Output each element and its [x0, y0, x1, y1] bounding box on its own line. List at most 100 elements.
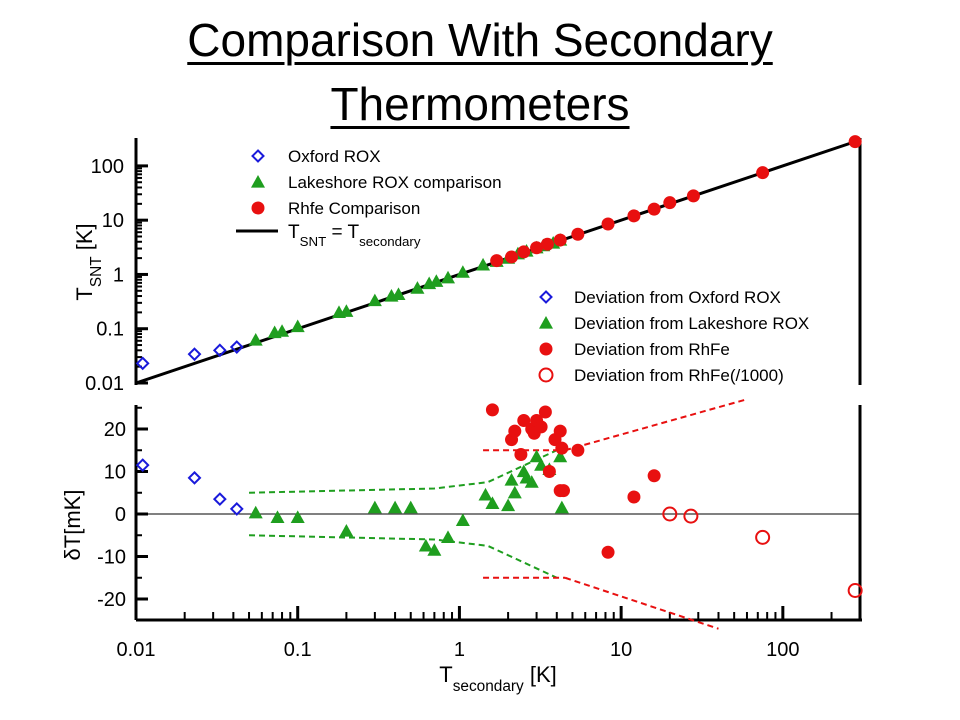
bottom-y-axis-label: δT[mK]	[60, 490, 85, 561]
top-point-circle	[756, 166, 770, 180]
bottom-point-circle	[555, 441, 569, 455]
top-point-circle	[540, 237, 554, 251]
top-point-circle	[530, 241, 544, 255]
top-point-circle	[848, 135, 862, 149]
top-legend-line-label: TSNT = Tsecondary	[288, 222, 421, 249]
x-tick-label: 100	[766, 639, 799, 661]
bottom-point-circle	[553, 424, 567, 438]
bottom-y-tick-label: 20	[104, 419, 126, 441]
top-y-tick-label: 1	[113, 264, 124, 286]
bottom-point-circle	[571, 443, 585, 457]
top-point-diamond	[229, 340, 244, 354]
bottom-point-triangle	[248, 505, 263, 519]
bottom-legend-marker	[539, 316, 553, 329]
bottom-point-circle	[517, 414, 531, 427]
bottom-point-diamond	[187, 470, 202, 485]
bottom-point-circle	[514, 448, 528, 461]
bottom-point-circle	[542, 465, 556, 478]
x-tick-label: 1	[454, 639, 465, 661]
top-legend-marker	[251, 175, 265, 188]
bottom-legend-label: Deviation from RhFe	[574, 340, 730, 359]
bottom-legend-marker	[538, 367, 554, 383]
bottom-point-circle	[508, 424, 522, 438]
bottom-legend-label: Deviation from Lakeshore ROX	[574, 314, 809, 333]
bottom-point-triangle	[554, 500, 569, 514]
top-point-diamond	[135, 356, 150, 371]
title-text-1: Comparison With Secondary	[187, 14, 773, 66]
top-legend-label: Oxford ROX	[288, 147, 381, 166]
top-point-triangle	[367, 293, 382, 307]
bottom-point-triangle	[427, 543, 442, 556]
bottom-point-circle	[556, 484, 570, 498]
bottom-point-circle	[847, 583, 863, 598]
top-point-diamond	[187, 347, 202, 362]
bottom-legend-marker	[539, 342, 553, 356]
top-point-circle	[571, 227, 585, 241]
top-y-tick-label: 10	[102, 210, 124, 232]
top-point-circle	[686, 189, 700, 203]
page-title-line1: Comparison With Secondary	[0, 12, 960, 68]
top-point-triangle	[290, 319, 305, 333]
top-point-circle	[647, 202, 661, 216]
bottom-point-triangle	[388, 500, 403, 514]
bottom-point-circle	[683, 508, 699, 524]
bottom-point-circle	[534, 420, 548, 434]
bottom-y-tick-label: -10	[97, 547, 126, 569]
bottom-point-triangle	[501, 498, 516, 512]
top-point-circle	[517, 245, 531, 259]
top-point-circle	[505, 250, 519, 264]
top-point-triangle	[410, 281, 425, 294]
bottom-point-circle	[538, 405, 552, 419]
error-band-line	[564, 398, 748, 452]
bottom-point-triangle	[418, 538, 433, 552]
bottom-point-circle	[485, 403, 499, 417]
bottom-point-triangle	[339, 524, 354, 537]
top-point-triangle	[441, 270, 456, 284]
title-text-2: Thermometers	[330, 78, 630, 130]
top-y-tick-label: 100	[91, 156, 124, 178]
bottom-point-triangle	[524, 475, 539, 488]
top-legend-label: Lakeshore ROX comparison	[288, 173, 502, 192]
bottom-legend-marker	[539, 290, 553, 304]
bottom-y-tick-label: 0	[115, 504, 126, 526]
bottom-point-triangle	[441, 530, 456, 543]
top-point-triangle	[275, 324, 290, 337]
bottom-point-triangle	[553, 449, 568, 463]
top-legend-marker	[251, 201, 265, 215]
x-axis-label: Tsecondary [K]	[439, 662, 556, 695]
bottom-point-triangle	[455, 513, 470, 526]
bottom-point-diamond	[229, 501, 244, 516]
top-point-circle	[627, 209, 641, 223]
bottom-point-triangle	[290, 510, 305, 523]
top-y-tick-label: 0.01	[85, 373, 124, 395]
x-tick-label: 0.01	[117, 639, 156, 661]
top-y-axis-label: TSNT [K]	[72, 223, 105, 300]
top-point-circle	[601, 217, 615, 231]
bottom-point-circle	[627, 490, 641, 504]
error-band-line	[249, 449, 558, 494]
top-point-circle	[663, 196, 677, 210]
top-point-triangle	[248, 332, 263, 346]
top-point-circle	[490, 254, 504, 268]
bottom-point-diamond	[135, 458, 150, 473]
error-band-line	[249, 534, 558, 579]
bottom-point-circle	[662, 506, 678, 522]
top-point-triangle	[339, 304, 354, 317]
bottom-point-triangle	[403, 500, 418, 514]
top-point-diamond	[212, 343, 227, 358]
bottom-point-circle	[755, 529, 771, 545]
bottom-point-triangle	[485, 496, 500, 509]
top-point-circle	[553, 233, 567, 247]
top-legend-marker	[251, 149, 265, 163]
bottom-point-triangle	[478, 487, 493, 501]
top-legend-label: Rhfe Comparison	[288, 199, 420, 218]
top-point-triangle	[391, 287, 406, 300]
x-tick-label: 10	[610, 639, 632, 661]
bottom-legend-label: Deviation from Oxford ROX	[574, 288, 781, 307]
bottom-point-triangle	[529, 449, 544, 463]
bottom-point-diamond	[212, 492, 227, 507]
bottom-y-tick-label: 10	[104, 462, 126, 484]
bottom-point-triangle	[504, 473, 519, 486]
page-title-line2: Thermometers	[0, 76, 960, 132]
